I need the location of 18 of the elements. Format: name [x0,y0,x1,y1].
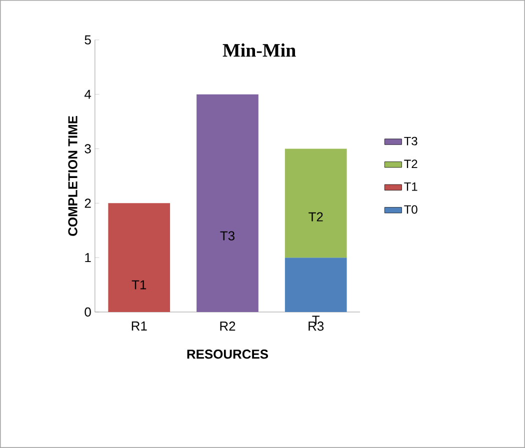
y-tick-label: 2 [84,198,91,208]
chart-title: Min-Min [222,43,296,57]
y-tick-label: 1 [85,253,91,262]
annotation: T2 [308,212,323,222]
y-tick-label: 3 [84,144,91,154]
legend-label: T3 [404,136,418,146]
annotation: T3 [220,231,234,240]
y-tick-label: 5 [84,35,91,44]
y-axis-title: COMPLETION TIME [68,116,78,236]
y-tick-label: 0 [84,307,91,317]
legend-label: T2 [404,160,418,168]
x-axis-title: RESOURCES [187,350,268,359]
annotation: T1 [132,280,146,290]
y-tick-label: 4 [84,90,92,99]
legend-label: T1 [404,182,418,191]
x-tick-label: R1 [132,322,147,330]
x-tick-label: R2 [220,322,236,331]
legend-label: T0 [404,205,418,214]
